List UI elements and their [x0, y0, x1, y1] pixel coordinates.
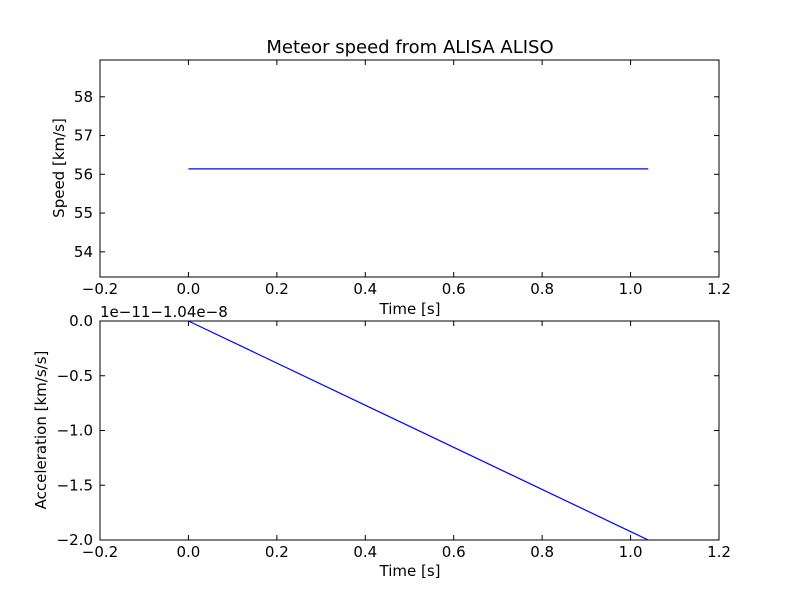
speed-y-tick-label: 58 — [74, 88, 93, 106]
speed-x-tick-label: 0.0 — [176, 280, 200, 298]
speed-plot-area — [99, 59, 720, 278]
speed-x-tick-label: 0.8 — [530, 280, 554, 298]
speed-x-tick-label: 0.6 — [442, 280, 466, 298]
speed-y-tick-label: 54 — [74, 243, 93, 261]
speed-chart: Meteor speed from ALISA ALISO −0.2 0.0 0.2… — [50, 37, 731, 318]
acceleration-x-tick-label: −0.2 — [82, 543, 118, 561]
acceleration-y-tick-label: −2.0 — [57, 531, 93, 549]
acceleration-series-line — [188, 320, 649, 541]
speed-axis-ticks: −0.2 0.0 0.2 0.4 0.6 0.8 1.0 1.2 54 55 56 57 58 — [74, 60, 731, 298]
acceleration-y-tick-label: −0.5 — [57, 367, 93, 385]
speed-x-tick-label: 1.0 — [619, 280, 643, 298]
speed-chart-title: Meteor speed from ALISA ALISO — [266, 37, 553, 58]
acceleration-x-axis-label: Time [s] — [379, 562, 441, 580]
speed-x-tick-label: −0.2 — [82, 280, 118, 298]
acceleration-x-tick-label: 1.2 — [707, 543, 731, 561]
speed-x-tick-label: 0.4 — [353, 280, 377, 298]
acceleration-axis-ticks: −0.2 0.0 0.2 0.4 0.6 0.8 1.0 1.2 0.0 −0.5 −1.0 −1.5… — [57, 312, 731, 561]
speed-y-tick-label: 55 — [74, 204, 93, 222]
acceleration-y-axis-label: Acceleration [km/s/s] — [32, 351, 50, 510]
acceleration-x-tick-label: 0.2 — [265, 543, 289, 561]
acceleration-x-tick-label: 1.0 — [619, 543, 643, 561]
acceleration-offset-text: 1e−11−1.04e−8 — [100, 303, 228, 321]
acceleration-y-tick-label: −1.5 — [57, 476, 93, 494]
acceleration-x-tick-label: 0.4 — [353, 543, 377, 561]
speed-x-tick-label: 1.2 — [707, 280, 731, 298]
speed-x-axis-label: Time [s] — [379, 300, 441, 318]
acceleration-x-tick-label: 0.8 — [530, 543, 554, 561]
acceleration-chart: 1e−11−1.04e−8 −0.2 0.0 0.2 0.4 0.6 0.8 1.0 1.2 0… — [32, 303, 731, 580]
acceleration-y-tick-label: 0.0 — [69, 312, 93, 330]
speed-y-axis-label: Speed [km/s] — [50, 118, 68, 218]
acceleration-x-tick-label: 0.6 — [442, 543, 466, 561]
speed-y-tick-label: 57 — [74, 127, 93, 145]
acceleration-y-tick-label: −1.0 — [57, 422, 93, 440]
acceleration-x-tick-label: 0.0 — [176, 543, 200, 561]
speed-y-tick-label: 56 — [74, 165, 93, 183]
speed-x-tick-label: 0.2 — [265, 280, 289, 298]
acceleration-series — [188, 320, 649, 541]
